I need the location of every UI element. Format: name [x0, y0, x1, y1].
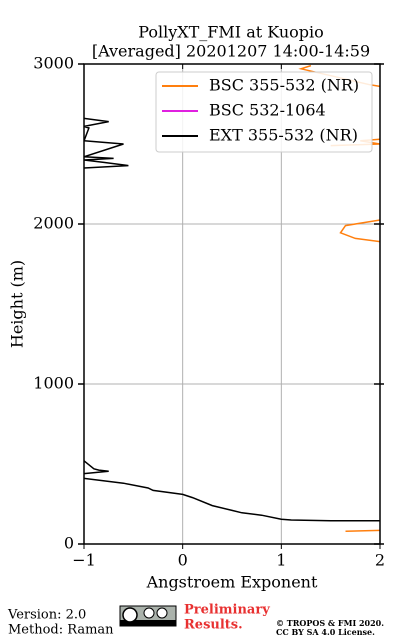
plot-lines: [84, 64, 380, 532]
y-tick-label: 2000: [33, 214, 74, 233]
plot-frame: [83, 63, 381, 545]
version: Version: 2.0: [7, 608, 86, 623]
legend-label: EXT 355-532 (NR): [209, 126, 358, 145]
copyright: CC BY SA 4.0 License.: [276, 627, 375, 637]
legend-label: BSC 355-532 (NR): [209, 76, 359, 95]
copyright: © TROPOS & FMI 2020.: [276, 618, 384, 628]
x-tick-label: −1: [72, 551, 96, 570]
cc-logo: [119, 605, 177, 627]
y-tick-label: 1000: [33, 374, 74, 393]
x-tick-label: 2: [375, 551, 385, 570]
series-line: [298, 64, 380, 532]
notice-line: Preliminary: [184, 603, 270, 618]
x-tick-label: 1: [276, 551, 286, 570]
method: Method: Raman: [8, 623, 114, 638]
y-tick-label: 3000: [33, 54, 74, 73]
series-line: [84, 117, 380, 522]
notice-line: Results.: [184, 618, 243, 633]
legend-label: BSC 532-1064: [209, 101, 326, 120]
x-axis-label: Angstroem Exponent: [146, 573, 318, 592]
y-axis-label: Height (m): [8, 260, 27, 348]
footer: Version: 2.0 Method: Raman Preliminary R…: [7, 603, 384, 638]
y-tick-label: 0: [64, 534, 74, 553]
chart-subtitle: [Averaged] 20201207 14:00-14:59: [92, 42, 370, 61]
chart-title: PollyXT_FMI at Kuopio: [138, 23, 324, 42]
x-tick-label: 0: [178, 551, 188, 570]
legend-box: [155, 71, 373, 153]
